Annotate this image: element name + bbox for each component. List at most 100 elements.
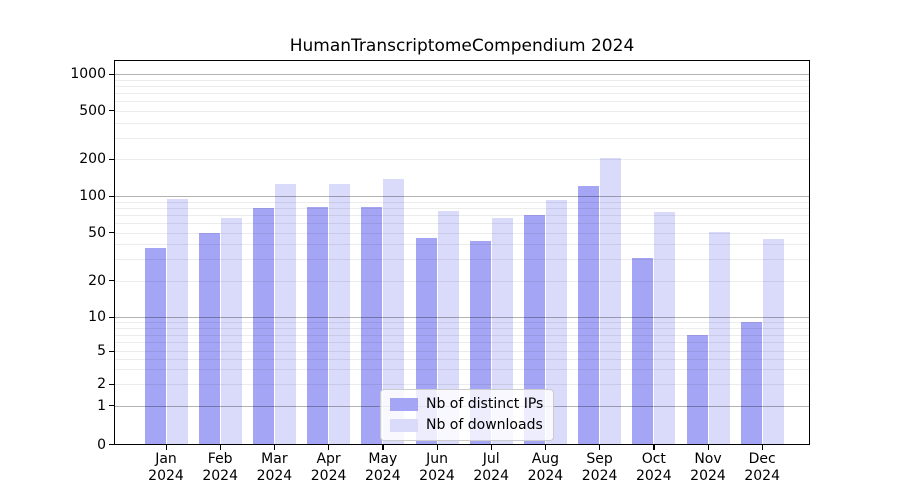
bar-distinct-ips-apr (307, 206, 329, 445)
gridline-minor-80 (114, 207, 810, 209)
gridline-minor-9 (114, 322, 810, 324)
gridline-minor-600 (114, 101, 810, 103)
legend-item-distinct-ips: Nb of distinct IPs (390, 396, 543, 412)
bar-downloads-may (383, 179, 405, 445)
y-tick-mark-50 (109, 232, 114, 234)
x-tick-mark-may (382, 445, 384, 450)
bar-distinct-ips-jan (144, 248, 166, 445)
gridline-minor-900 (114, 79, 810, 81)
y-tick-label-5: 5 (97, 343, 106, 359)
x-tick-mark-jan (165, 445, 167, 450)
legend-item-downloads: Nb of downloads (390, 417, 543, 433)
y-tick-mark-0 (109, 444, 114, 446)
legend-swatch-downloads (390, 418, 418, 432)
y-tick-label-2: 2 (97, 376, 106, 392)
gridline-minor-6 (114, 342, 810, 344)
x-tick-label-jan: Jan 2024 (148, 451, 184, 484)
x-tick-mark-oct (653, 445, 655, 450)
bar-downloads-jul (491, 218, 513, 445)
bar-distinct-ips-dec (740, 322, 762, 445)
y-tick-mark-2 (109, 383, 114, 385)
gridline-minor-5 (114, 351, 810, 352)
gridline-major-1000 (114, 74, 810, 76)
bar-distinct-ips-sep (578, 186, 600, 445)
plot-area (114, 60, 810, 445)
chart-title: HumanTranscriptomeCompendium 2024 (289, 36, 635, 56)
bar-downloads-dec (762, 239, 784, 445)
y-tick-mark-200 (109, 158, 114, 161)
bar-distinct-ips-feb (198, 232, 220, 445)
y-tick-mark-20 (109, 280, 114, 282)
legend: Nb of distinct IPs Nb of downloads (380, 389, 555, 441)
y-tick-label-100: 100 (79, 188, 106, 204)
gridline-minor-70 (114, 214, 810, 216)
x-tick-label-jul: Jul 2024 (473, 451, 509, 484)
x-tick-mark-dec (761, 445, 763, 450)
gridline-major-100 (114, 196, 810, 197)
bar-downloads-oct (654, 211, 676, 445)
y-tick-label-200: 200 (79, 151, 106, 168)
x-tick-label-may: May 2024 (364, 451, 401, 484)
x-tick-mark-sep (599, 445, 601, 450)
y-tick-label-1: 1 (97, 397, 106, 414)
x-tick-label-sep: Sep 2024 (581, 451, 618, 484)
x-tick-mark-nov (707, 445, 709, 450)
gridline-minor-3 (114, 369, 810, 371)
y-tick-mark-500 (109, 110, 114, 112)
bar-downloads-nov (708, 231, 730, 445)
x-tick-label-jun: Jun 2024 (419, 451, 455, 484)
gridline-minor-60 (114, 223, 810, 225)
y-tick-label-1000: 1000 (70, 66, 106, 83)
bar-distinct-ips-aug (523, 214, 545, 445)
x-tick-mark-feb (219, 445, 221, 450)
bar-distinct-ips-may (361, 206, 383, 445)
gridline-minor-90 (114, 201, 810, 203)
gridline-minor-700 (114, 93, 810, 95)
y-tick-label-10: 10 (88, 309, 106, 326)
legend-swatch-distinct-ips (390, 397, 418, 411)
y-tick-mark-1 (109, 405, 114, 407)
x-tick-label-mar: Mar 2024 (256, 451, 293, 484)
bar-downloads-aug (545, 200, 567, 445)
gridline-minor-300 (114, 137, 810, 139)
x-tick-label-apr: Apr 2024 (310, 451, 347, 484)
bar-downloads-sep (600, 158, 622, 445)
legend-label-downloads: Nb of downloads (426, 417, 543, 433)
x-tick-label-feb: Feb 2024 (202, 451, 238, 484)
x-tick-mark-mar (273, 445, 276, 450)
gridline-major-10 (114, 317, 810, 319)
y-tick-mark-1000 (109, 73, 114, 76)
bar-downloads-jan (166, 199, 188, 445)
gridline-minor-30 (114, 259, 810, 261)
gridline-minor-2 (114, 384, 810, 385)
gridline-minor-200 (114, 159, 810, 161)
gridline-minor-800 (114, 86, 810, 88)
y-tick-label-20: 20 (88, 272, 106, 289)
gridline-minor-40 (114, 244, 810, 246)
gridline-minor-8 (114, 328, 810, 330)
gridline-minor-50 (114, 232, 810, 234)
gridline-minor-400 (114, 122, 810, 124)
y-tick-mark-100 (109, 195, 114, 197)
bar-distinct-ips-nov (686, 334, 708, 445)
bar-distinct-ips-mar (252, 208, 274, 445)
x-tick-mark-jun (436, 445, 438, 450)
y-tick-mark-5 (109, 350, 114, 352)
y-tick-label-50: 50 (88, 224, 106, 241)
bar-distinct-ips-oct (632, 257, 654, 445)
x-tick-mark-apr (328, 445, 330, 450)
x-tick-mark-jul (490, 445, 492, 450)
x-tick-label-aug: Aug 2024 (527, 451, 564, 484)
bar-downloads-jun (437, 210, 459, 445)
bar-downloads-apr (329, 183, 351, 445)
legend-label-distinct-ips: Nb of distinct IPs (426, 396, 544, 412)
gridline-minor-4 (114, 359, 810, 361)
gridline-minor-7 (114, 334, 810, 336)
gridline-minor-500 (114, 110, 810, 112)
x-tick-mark-aug (544, 445, 547, 450)
y-tick-label-0: 0 (97, 436, 106, 453)
bar-downloads-feb (220, 218, 242, 445)
gridline-minor-20 (114, 280, 810, 282)
x-tick-label-nov: Nov 2024 (690, 451, 726, 484)
